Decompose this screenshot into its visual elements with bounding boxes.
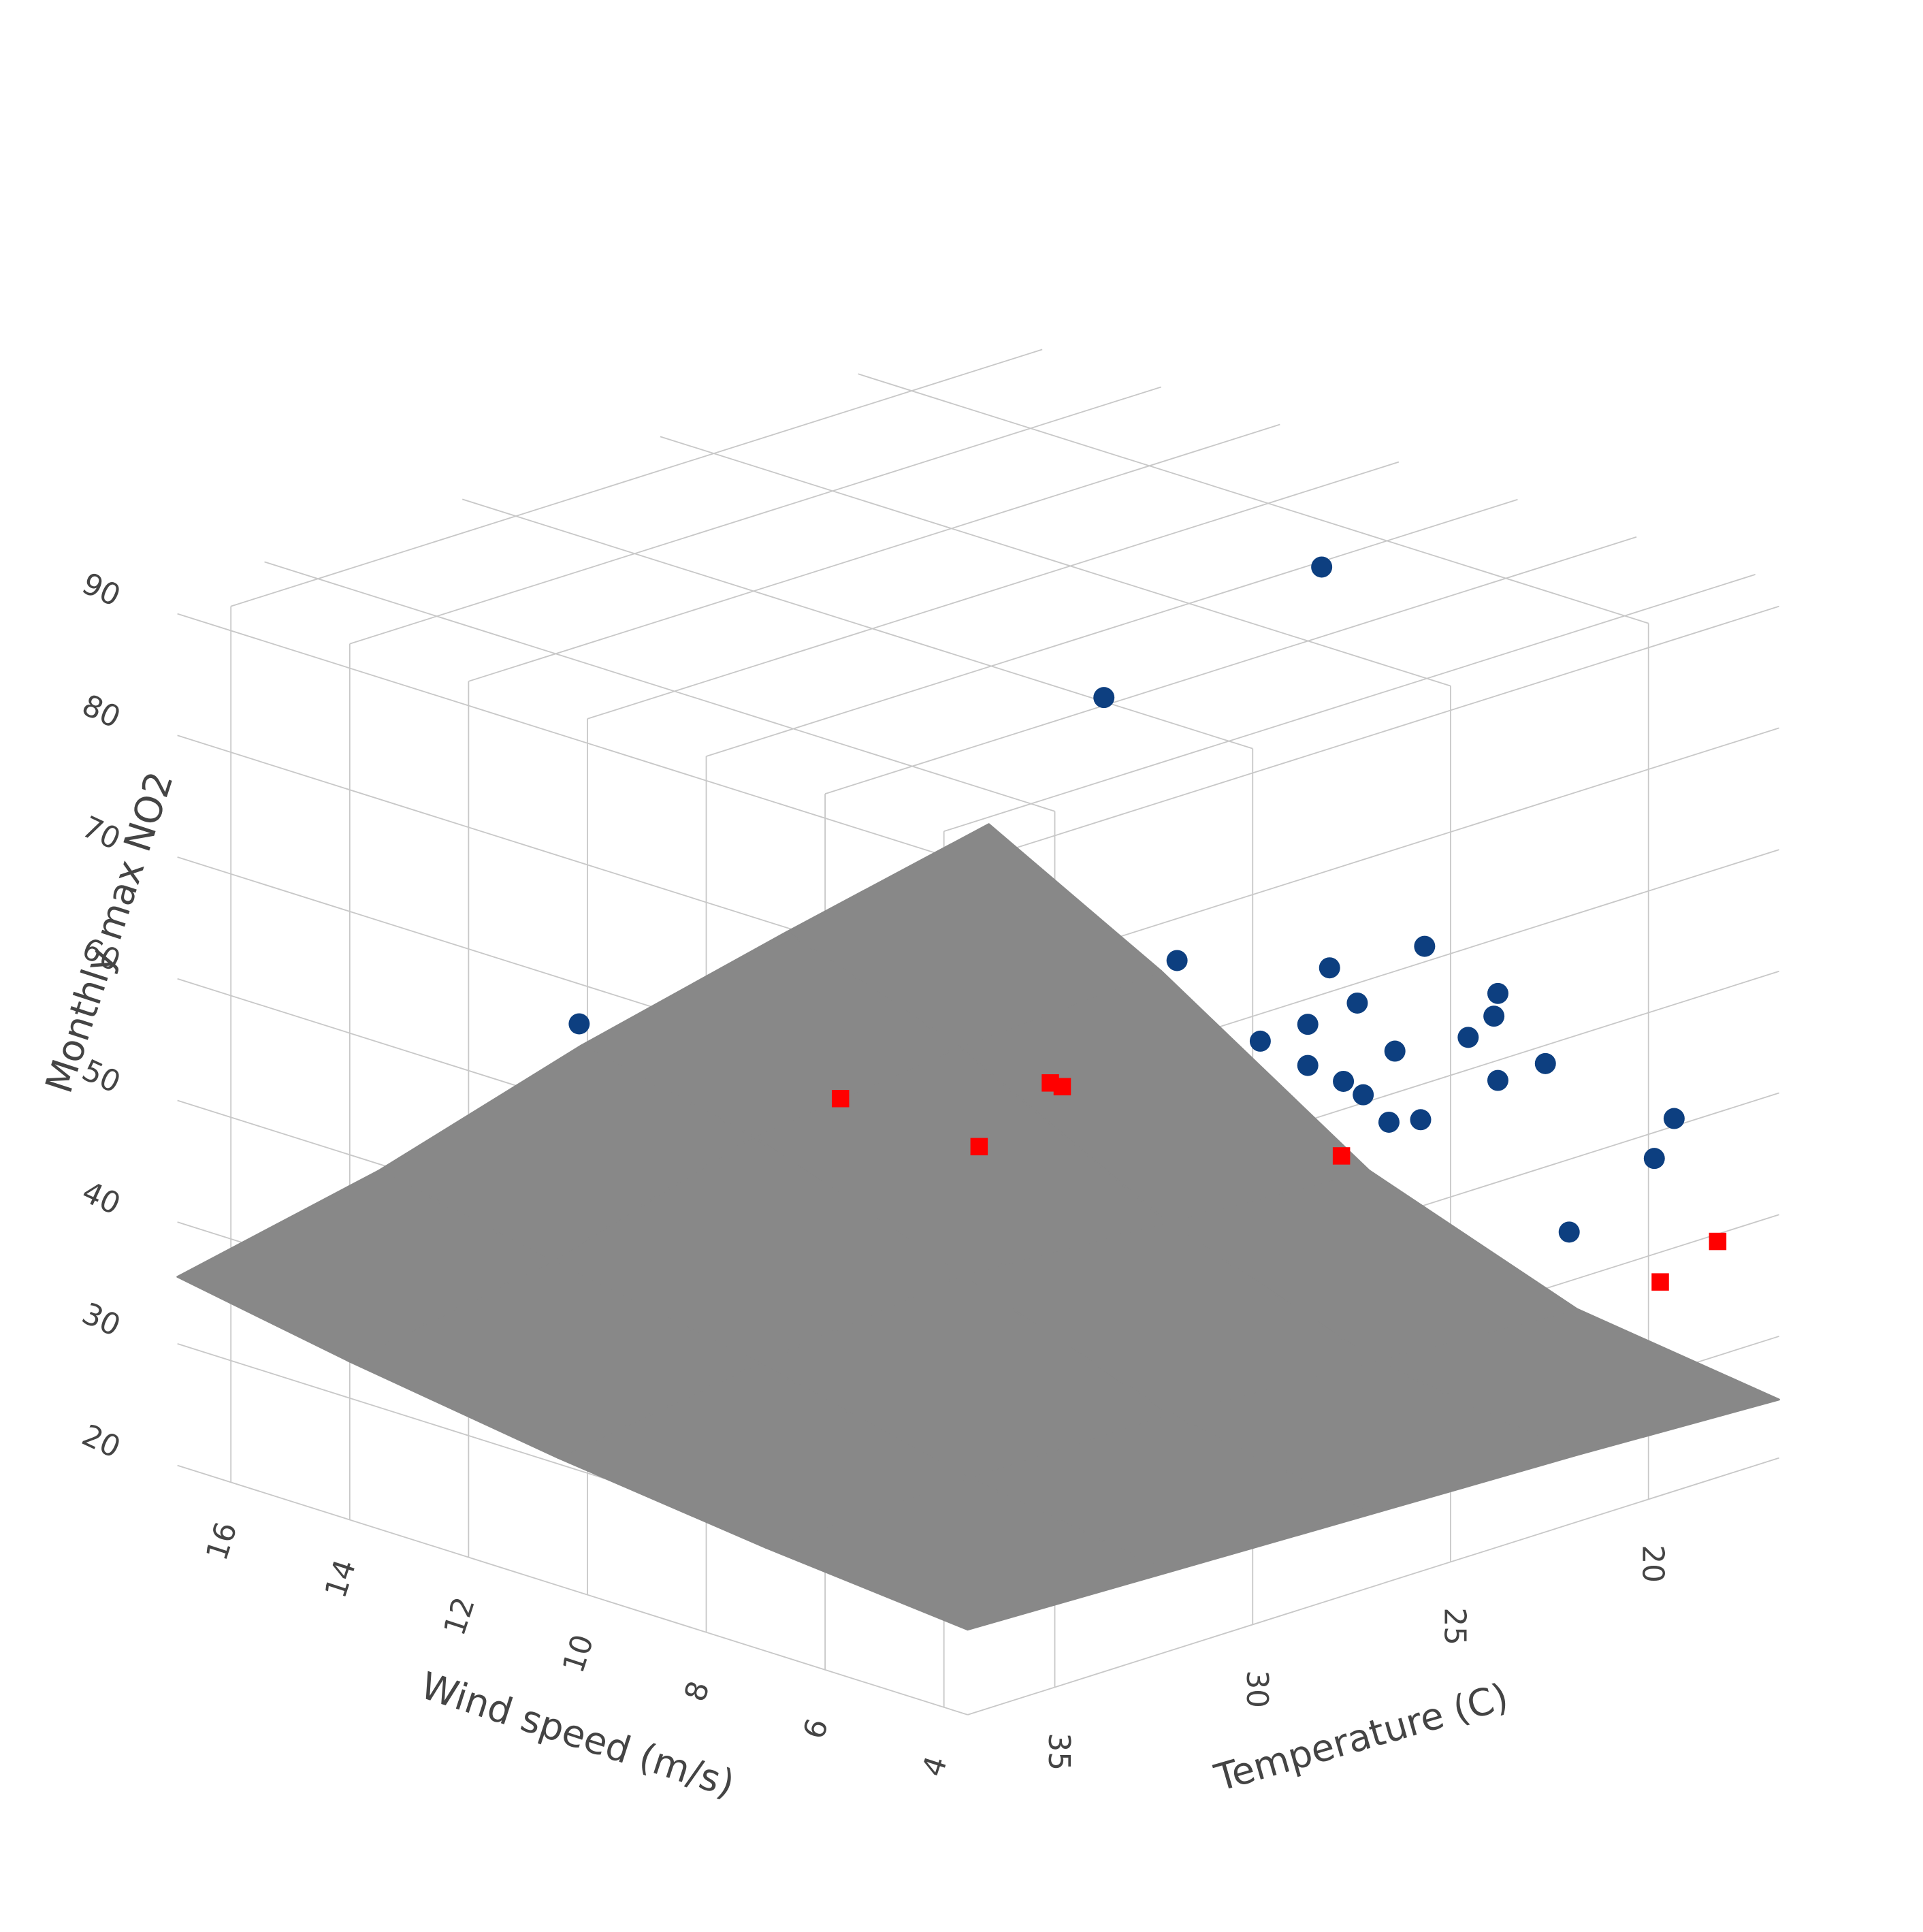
- y-tick-label: 25: [1438, 1607, 1472, 1645]
- grid-line: [706, 498, 1518, 757]
- marker: [1332, 1147, 1351, 1165]
- marker: [1311, 556, 1333, 578]
- marker: [1651, 1273, 1669, 1291]
- marker: [1483, 1005, 1505, 1027]
- marker: [1297, 1014, 1319, 1035]
- marker: [1333, 1070, 1355, 1092]
- grid-line: [660, 436, 1451, 687]
- marker: [1709, 1232, 1727, 1251]
- marker: [1378, 1112, 1400, 1133]
- marker: [1487, 982, 1508, 1004]
- marker: [568, 1013, 590, 1035]
- z-tick-label: 20: [77, 1418, 126, 1466]
- marker: [1663, 1108, 1685, 1129]
- points-behind: [568, 556, 1685, 1243]
- grid: [177, 349, 1779, 1716]
- grid-line: [858, 373, 1649, 624]
- marker: [1297, 1054, 1319, 1076]
- marker: [1166, 950, 1188, 971]
- marker: [1414, 935, 1436, 957]
- grid-line: [264, 561, 1055, 812]
- marker: [1643, 1148, 1665, 1170]
- marker: [1534, 1052, 1556, 1074]
- x-tick-label: 10: [556, 1630, 601, 1677]
- marker: [831, 1089, 850, 1108]
- grid-line: [177, 1464, 968, 1716]
- surface-cell: [176, 1169, 553, 1363]
- z-axis-title: Monthly max NO2: [37, 767, 182, 1098]
- x-tick-label: 14: [319, 1556, 363, 1603]
- marker: [1319, 957, 1340, 979]
- grid-line: [587, 461, 1400, 720]
- x-tick-label: 8: [678, 1677, 717, 1705]
- grid-line: [177, 613, 968, 864]
- marker: [1093, 687, 1115, 709]
- marker: [1384, 1040, 1406, 1062]
- marker: [1410, 1109, 1432, 1131]
- grid-line: [468, 423, 1280, 682]
- marker: [1457, 1027, 1479, 1048]
- marker: [1346, 992, 1368, 1014]
- surface: [176, 823, 1780, 1631]
- marker: [1558, 1221, 1580, 1243]
- marker: [1053, 1078, 1071, 1096]
- marker: [1353, 1084, 1374, 1106]
- x-tick-label: 16: [199, 1518, 244, 1565]
- grid-line: [462, 498, 1253, 750]
- x-tick-label: 4: [916, 1752, 954, 1781]
- x-tick-label: 12: [437, 1593, 482, 1640]
- grid-line: [943, 574, 1756, 833]
- grid-line: [349, 386, 1162, 645]
- z-tick-label: 90: [77, 566, 126, 614]
- z-tick-label: 80: [77, 688, 126, 735]
- y-tick-label: 35: [1041, 1733, 1076, 1771]
- grid-line: [967, 1457, 1779, 1716]
- marker: [1249, 1030, 1271, 1052]
- grid-line: [824, 536, 1637, 794]
- grid-line: [967, 605, 1779, 864]
- y-tick-label: 20: [1635, 1545, 1670, 1583]
- y-tick-label: 30: [1240, 1670, 1274, 1708]
- marker: [1487, 1069, 1508, 1091]
- z-tick-label: 40: [77, 1174, 126, 1222]
- x-tick-label: 6: [796, 1714, 835, 1743]
- points-front: [831, 1074, 1727, 1291]
- z-tick-label: 30: [77, 1296, 126, 1344]
- grid-line: [230, 349, 1043, 607]
- marker: [970, 1138, 988, 1156]
